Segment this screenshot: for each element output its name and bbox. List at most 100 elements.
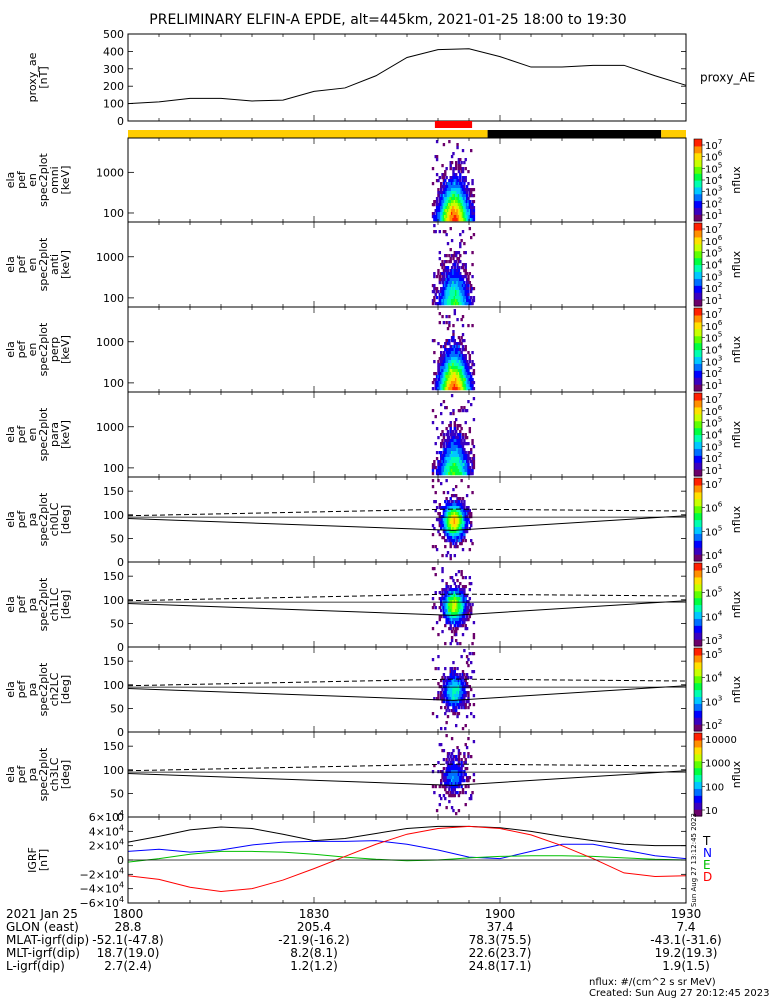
panel-para-cell [460,469,463,473]
panel-para-colorbar-seg [694,413,702,422]
panel-ch2lc-cell [449,673,452,677]
panel-anti-cell [460,284,463,288]
panel-perp-cell [469,366,473,370]
panel-ch0lc-cell [454,539,458,543]
panel-omni-cell [452,188,455,192]
panel-ch1lc-cell [442,600,446,604]
panel-ch1lc-cell [431,627,435,631]
panel-ch2lc-ctick-label: 103 [705,693,722,708]
panel-anti-cell [449,248,452,252]
panel-ch1lc-cell [454,639,458,643]
panel-omni-cell [450,203,454,207]
panel-ch2lc-colorbar-frame [693,647,703,732]
panel-ch2lc-cell [465,715,469,719]
panel-perp-clabel: nflux [730,335,743,363]
panel-omni-cell [450,194,454,198]
panel-para-cell [446,457,450,461]
panel-para-cell [461,436,465,440]
panel-perp-cell [439,369,443,373]
panel-ch1lc-cell [438,597,442,601]
panel-para-cell [468,451,472,455]
panel-para-cell [445,433,448,437]
panel-ch0lc-cell [442,512,446,516]
panel-para-cell [461,466,465,470]
panel-para-cell [461,454,465,458]
panel-anti-cell [463,269,466,273]
panel-para-cell [467,463,470,467]
panel-ch0lc-cell [446,509,450,513]
panel-ch0lc-cell [457,506,461,510]
panel-ch2lc-cell [457,676,461,680]
panel-ch0lc-cell [454,530,458,534]
panel-ch2lc-cell [453,670,457,674]
panel-omni-cell [460,167,463,171]
panel-ch1lc-cell [441,597,444,601]
panel-ch0lc-cell [444,518,447,522]
panel-ch2lc-cell [445,709,448,713]
panel-ch1lc-cell [460,597,463,601]
panel-ch2lc-cell [437,697,440,701]
panel-ch0lc-cell [461,509,465,513]
panel-ch1lc-cell [461,591,465,595]
panel-omni-cell [463,203,466,207]
panel-ch0lc-cell [449,533,452,537]
panel-para-cell [457,409,461,413]
panel-perp-cell [438,378,442,382]
panel-omni-cell [453,209,457,213]
panel-ch2lc-cell [463,673,466,677]
panel-anti-cell [446,296,450,300]
panel-ch2lc-cell [471,652,474,656]
panel-ch1lc-cell [460,570,463,574]
panel-para-cell [454,445,458,449]
panel-para-cell [437,460,440,464]
panel-ch0lc-cell [445,509,448,513]
panel-para-cell [464,472,467,476]
panel-ch2lc-cell [442,673,446,677]
panel-ch0lc-cell [442,524,446,528]
panel-para-cell [450,469,454,473]
panel-ch0lc-cell [460,530,463,534]
panel-ch1lc-cell [461,621,465,625]
panel-omni-cell [441,191,444,195]
panel-perp-cell [467,351,470,355]
panel-omni-cell [461,206,465,210]
panel-perp-ytick-label: 100 [103,377,124,390]
panel-omni-cell [448,212,451,216]
panel-ch3lc-ctick-label: 10000 [705,735,737,746]
panel-omni-cell [449,200,452,204]
panel-para-cell [467,469,470,473]
panel-perp-cell [444,366,447,370]
panel-ch0lc-cell [435,506,439,510]
panel-ch0lc-cell [464,509,467,513]
panel-perp-cell [453,345,457,349]
panel-para-colorbar-seg [694,441,702,449]
panel-ch3lc-cell [456,776,459,780]
panel-anti-cell [467,287,470,291]
panel-omni-cell [431,182,435,186]
panel-omni-cell [472,206,476,210]
panel-perp-cell [448,363,451,367]
panel-anti-cell [433,224,436,228]
panel-omni-cell [449,164,452,168]
panel-anti-cell [463,290,466,294]
panel-ch0lc-cell [460,533,463,537]
panel-perp-cell [441,369,444,373]
panel-ch2lc-cell [450,703,454,707]
panel-ch2lc-cell [457,697,461,701]
panel-anti-cell [459,260,462,264]
panel-ch3lc-cell [446,755,450,759]
panel-ch1lc-cell [454,621,458,625]
panel-perp-cell [448,348,451,352]
panel-ch0lc-cell [445,518,448,522]
panel-ch2lc-cell [463,679,466,683]
panel-para-cell [450,433,454,437]
panel-ch0lc-cell [463,521,466,525]
panel-ch3lc-cell [446,773,450,777]
panel-perp-cell [437,375,440,379]
panel-anti-cell [469,287,473,291]
panel-para-cell [454,472,458,476]
panel-para-cell [444,454,447,458]
panel-para-cell [460,451,463,455]
panel-ch0lc-cell [431,545,435,549]
